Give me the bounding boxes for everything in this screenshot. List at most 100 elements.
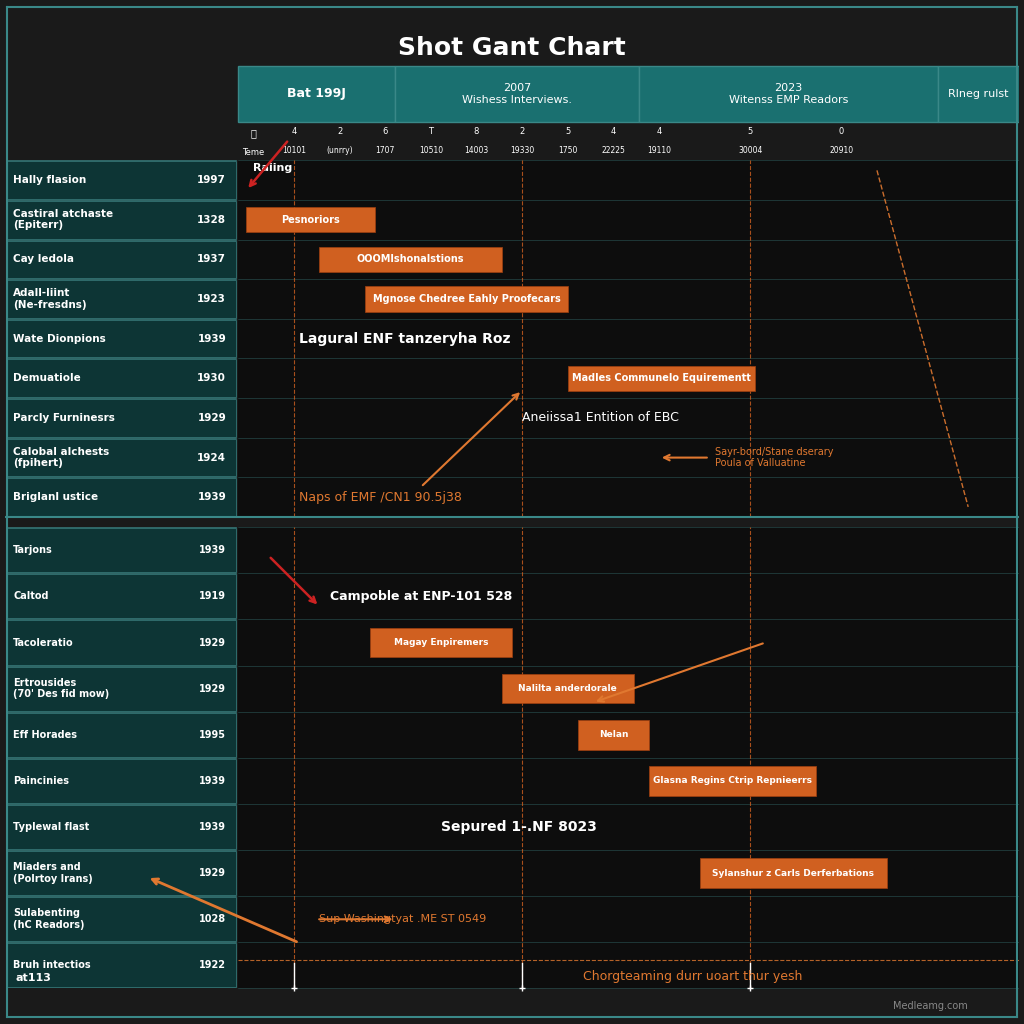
Text: Rlneg rulst: Rlneg rulst [948, 89, 1009, 99]
Text: Wate Dionpions: Wate Dionpions [13, 334, 105, 344]
Text: Nalilta anderdorale: Nalilta anderdorale [518, 684, 617, 693]
FancyBboxPatch shape [7, 528, 237, 572]
Text: Sylanshur z Carls Derferbations: Sylanshur z Carls Derferbations [713, 868, 874, 878]
Text: 1328: 1328 [197, 215, 226, 224]
Text: 1939: 1939 [199, 822, 226, 833]
Text: Caltod: Caltod [13, 592, 49, 601]
FancyBboxPatch shape [639, 66, 938, 122]
Text: Lagural ENF tanzeryha Roz: Lagural ENF tanzeryha Roz [299, 332, 511, 346]
FancyBboxPatch shape [502, 674, 634, 703]
Text: 1929: 1929 [199, 638, 226, 647]
FancyBboxPatch shape [239, 160, 1019, 517]
Text: 1922: 1922 [199, 961, 226, 971]
Text: 1997: 1997 [198, 175, 226, 185]
Text: 8: 8 [474, 127, 479, 136]
Text: Sayr-bord/Stane dserary
Poula of Valluatine: Sayr-bord/Stane dserary Poula of Valluat… [715, 446, 834, 468]
Text: Typlewal flast: Typlewal flast [13, 822, 89, 833]
Text: 1995: 1995 [199, 730, 226, 739]
FancyBboxPatch shape [7, 478, 237, 516]
Text: 4: 4 [610, 127, 616, 136]
Text: 1707: 1707 [376, 146, 395, 155]
Text: 1939: 1939 [199, 545, 226, 555]
FancyBboxPatch shape [7, 574, 237, 618]
FancyBboxPatch shape [7, 621, 237, 665]
Text: Pesnoriors: Pesnoriors [282, 215, 340, 224]
Text: Medleamg.com: Medleamg.com [894, 1000, 969, 1011]
FancyBboxPatch shape [7, 667, 237, 711]
Text: (unrry): (unrry) [327, 146, 353, 155]
Text: 19330: 19330 [510, 146, 535, 155]
Text: 5: 5 [748, 127, 753, 136]
FancyBboxPatch shape [7, 319, 237, 357]
Text: 1937: 1937 [197, 254, 226, 264]
FancyBboxPatch shape [7, 201, 237, 239]
Text: 1939: 1939 [199, 776, 226, 785]
Text: Naps of EMF /CN1 90.5j38: Naps of EMF /CN1 90.5j38 [299, 490, 462, 504]
Text: Demuatiole: Demuatiole [13, 374, 81, 383]
Text: Shot Gant Chart: Shot Gant Chart [398, 36, 626, 59]
FancyBboxPatch shape [7, 943, 237, 987]
Text: 1923: 1923 [198, 294, 226, 304]
Text: 1939: 1939 [198, 493, 226, 502]
Text: 22225: 22225 [601, 146, 626, 155]
Text: Aneiissa1 Entition of EBC: Aneiissa1 Entition of EBC [522, 412, 679, 424]
Text: Raiing: Raiing [254, 163, 293, 173]
Text: 1930: 1930 [198, 374, 226, 383]
FancyBboxPatch shape [649, 766, 816, 796]
FancyBboxPatch shape [578, 720, 649, 750]
Text: Castiral atchaste
(Epiterr): Castiral atchaste (Epiterr) [13, 209, 114, 230]
Text: Sup Washingtyat .ME ST 0549: Sup Washingtyat .ME ST 0549 [319, 914, 486, 925]
FancyBboxPatch shape [7, 399, 237, 437]
FancyBboxPatch shape [319, 247, 502, 272]
Text: Madles Communelo Equirementt: Madles Communelo Equirementt [572, 374, 751, 383]
Text: 6: 6 [383, 127, 388, 136]
Text: 10510: 10510 [419, 146, 443, 155]
FancyBboxPatch shape [7, 438, 237, 476]
Text: 1919: 1919 [199, 592, 226, 601]
FancyBboxPatch shape [7, 897, 237, 941]
FancyBboxPatch shape [699, 858, 887, 888]
Text: 1750: 1750 [558, 146, 578, 155]
Text: 1929: 1929 [199, 868, 226, 879]
Text: Miaders and
(Polrtoy Irans): Miaders and (Polrtoy Irans) [13, 862, 93, 884]
Text: 4: 4 [656, 127, 662, 136]
Text: Glasna Regins Ctrip Repnieerrs: Glasna Regins Ctrip Repnieerrs [653, 776, 812, 785]
Text: Cay ledola: Cay ledola [13, 254, 74, 264]
Text: Sulabenting
(hC Readors): Sulabenting (hC Readors) [13, 908, 85, 930]
Text: 5: 5 [565, 127, 570, 136]
Text: Mgnose Chedree Eahly Proofecars: Mgnose Chedree Eahly Proofecars [373, 294, 560, 304]
Text: 0: 0 [839, 127, 844, 136]
FancyBboxPatch shape [239, 122, 1019, 160]
Text: 14003: 14003 [465, 146, 488, 155]
Text: Chorgteaming durr uoart thur yesh: Chorgteaming durr uoart thur yesh [583, 970, 803, 983]
FancyBboxPatch shape [7, 805, 237, 849]
Text: 1939: 1939 [198, 334, 226, 344]
Text: Bruh intectios: Bruh intectios [13, 961, 91, 971]
FancyBboxPatch shape [567, 366, 756, 391]
Text: 10101: 10101 [282, 146, 306, 155]
Text: 30004: 30004 [738, 146, 763, 155]
Text: Briglanl ustice: Briglanl ustice [13, 493, 98, 502]
Text: Tarjons: Tarjons [13, 545, 53, 555]
Text: 20910: 20910 [829, 146, 854, 155]
Text: Magay Enpiremers: Magay Enpiremers [394, 638, 488, 647]
FancyBboxPatch shape [370, 628, 512, 657]
Text: 2: 2 [519, 127, 524, 136]
FancyBboxPatch shape [7, 241, 237, 279]
Text: T: T [428, 127, 433, 136]
FancyBboxPatch shape [7, 281, 237, 317]
FancyBboxPatch shape [7, 851, 237, 895]
Text: Nelan: Nelan [599, 730, 628, 739]
FancyBboxPatch shape [938, 66, 1019, 122]
FancyBboxPatch shape [365, 287, 567, 311]
Text: 2007
Wishess Interviews.: 2007 Wishess Interviews. [462, 83, 572, 104]
Text: Teme: Teme [243, 148, 264, 157]
Text: Sepured 1-.NF 8023: Sepured 1-.NF 8023 [441, 820, 597, 834]
FancyBboxPatch shape [395, 66, 639, 122]
Text: at113: at113 [15, 974, 51, 983]
Text: 1929: 1929 [199, 684, 226, 693]
Text: 19110: 19110 [647, 146, 671, 155]
Text: 2: 2 [337, 127, 342, 136]
Text: Paincinies: Paincinies [13, 776, 70, 785]
Text: Hally flasion: Hally flasion [13, 175, 86, 185]
